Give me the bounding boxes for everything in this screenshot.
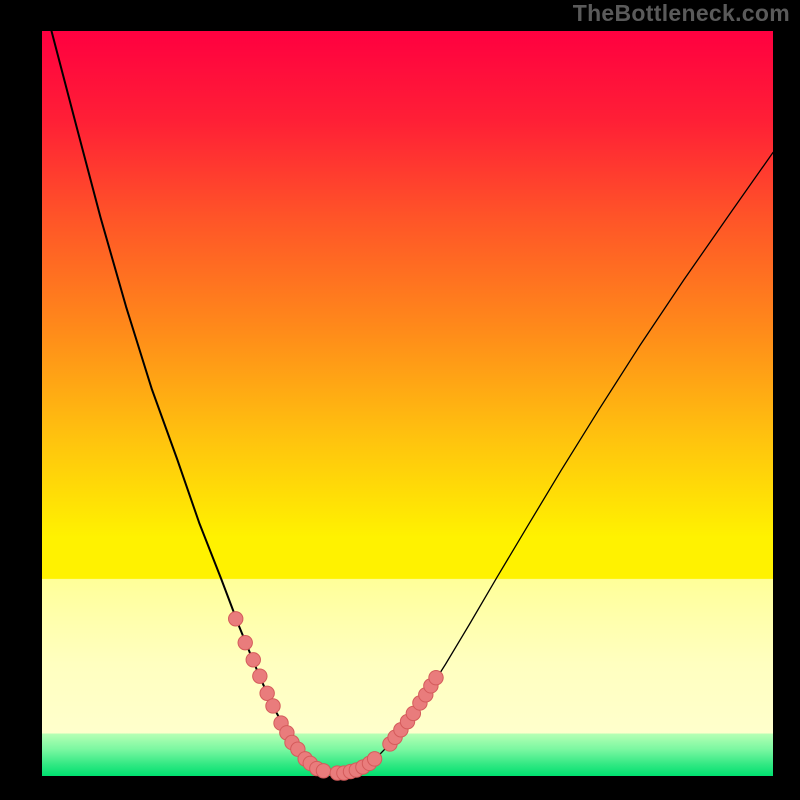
data-marker [266, 699, 280, 713]
bottleneck-chart [0, 0, 800, 800]
data-marker [246, 653, 260, 667]
chart-root: TheBottleneck.com [0, 0, 800, 800]
watermark-text: TheBottleneck.com [573, 0, 790, 27]
data-marker [429, 670, 443, 684]
data-marker [367, 752, 381, 766]
plot-area [42, 31, 773, 776]
data-marker [316, 764, 330, 778]
data-marker [238, 635, 252, 649]
data-marker [229, 612, 243, 626]
data-marker [253, 669, 267, 683]
